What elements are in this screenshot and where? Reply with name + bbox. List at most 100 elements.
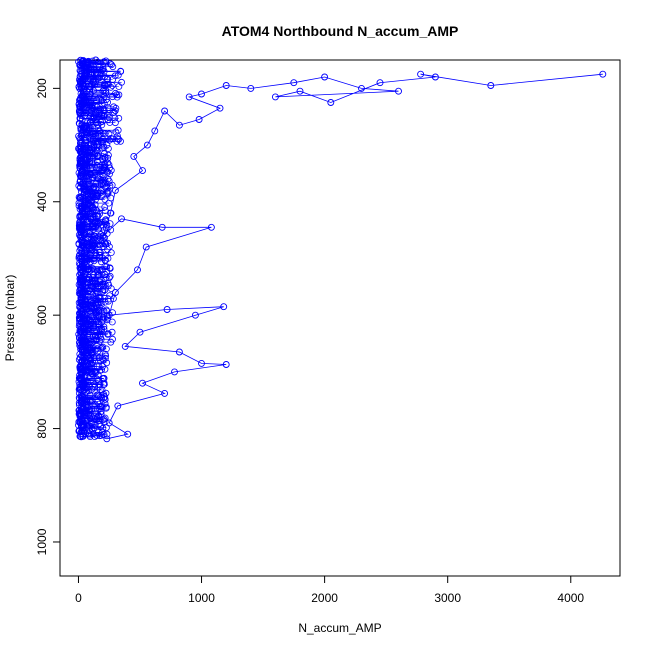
data-point xyxy=(101,414,109,422)
data-point xyxy=(103,435,111,443)
data-point xyxy=(185,93,193,101)
data-point xyxy=(101,195,109,203)
data-point xyxy=(94,175,102,183)
data-point xyxy=(96,253,103,261)
data-point xyxy=(92,56,100,64)
data-point xyxy=(321,73,329,81)
data-point xyxy=(158,223,166,231)
data-point xyxy=(171,368,178,376)
y-tick-label: 600 xyxy=(35,305,49,325)
data-point xyxy=(220,303,228,311)
data-point xyxy=(93,192,101,200)
data-point xyxy=(84,330,92,338)
data-point xyxy=(161,107,169,115)
data-point xyxy=(95,376,102,384)
data-point xyxy=(108,328,116,336)
data-point xyxy=(175,121,183,129)
series-layer xyxy=(78,56,607,443)
data-point xyxy=(76,195,84,202)
data-point xyxy=(107,338,115,346)
data-point xyxy=(94,113,102,121)
data-point xyxy=(83,281,90,289)
data-point xyxy=(395,87,402,95)
data-point xyxy=(247,84,255,92)
data-point xyxy=(86,398,94,405)
data-point xyxy=(90,254,98,262)
data-point xyxy=(85,244,93,252)
data-point xyxy=(216,104,224,112)
data-point xyxy=(114,71,122,79)
data-point xyxy=(95,416,103,424)
data-point xyxy=(97,168,105,176)
data-point xyxy=(98,394,106,402)
data-point xyxy=(86,422,93,430)
data-point xyxy=(271,93,279,101)
x-tick-label: 1000 xyxy=(188,591,215,605)
data-point xyxy=(101,396,109,403)
data-point xyxy=(109,63,117,71)
data-point xyxy=(198,359,205,367)
data-point xyxy=(121,342,129,350)
data-point xyxy=(136,328,144,336)
data-point xyxy=(77,264,84,272)
data-point xyxy=(327,99,335,106)
data-point xyxy=(89,184,97,192)
data-point xyxy=(90,257,98,265)
series-line xyxy=(81,59,603,440)
data-point xyxy=(134,266,141,274)
data-point xyxy=(115,135,123,143)
data-point xyxy=(105,311,113,319)
data-point xyxy=(105,297,112,305)
data-point xyxy=(599,70,607,78)
data-point xyxy=(108,318,116,326)
data-point xyxy=(107,226,115,234)
data-point xyxy=(104,168,111,176)
data-point xyxy=(101,154,109,162)
data-point xyxy=(89,290,96,298)
data-point xyxy=(107,285,115,293)
data-point xyxy=(115,83,123,90)
data-point xyxy=(103,359,111,367)
data-point xyxy=(85,229,93,237)
data-point xyxy=(76,110,84,118)
data-point xyxy=(92,283,100,291)
data-point xyxy=(94,121,102,128)
data-point xyxy=(99,232,107,240)
data-point xyxy=(112,128,120,136)
dense-point-cluster xyxy=(75,56,125,441)
data-point xyxy=(94,58,102,66)
data-point xyxy=(102,89,110,97)
data-point xyxy=(111,186,119,194)
data-point xyxy=(111,114,119,122)
data-point xyxy=(102,217,109,225)
data-point xyxy=(111,107,119,115)
y-tick-label: 800 xyxy=(35,418,49,438)
data-point xyxy=(107,209,114,217)
data-point xyxy=(100,68,108,75)
data-point xyxy=(108,82,116,89)
data-point xyxy=(113,93,121,101)
data-point xyxy=(113,91,121,99)
data-point xyxy=(130,152,138,160)
data-point xyxy=(100,150,108,158)
data-point xyxy=(84,141,92,149)
x-axis-label: N_accum_AMP xyxy=(298,621,381,635)
data-point xyxy=(93,267,101,275)
chart-title: ATOM4 Northbound N_accum_AMP xyxy=(222,23,459,39)
data-point xyxy=(111,72,119,80)
data-point xyxy=(105,187,112,195)
data-point xyxy=(107,83,115,91)
data-point xyxy=(77,62,85,70)
x-tick-label: 3000 xyxy=(434,591,461,605)
data-point xyxy=(118,215,125,223)
data-point xyxy=(76,85,84,92)
data-point xyxy=(79,212,87,220)
data-point xyxy=(77,433,85,441)
x-tick-label: 4000 xyxy=(557,591,584,605)
data-point xyxy=(105,145,112,152)
data-point xyxy=(99,424,107,432)
data-point xyxy=(222,82,230,89)
data-point xyxy=(198,90,205,98)
data-point xyxy=(104,330,112,338)
data-point xyxy=(97,335,105,343)
